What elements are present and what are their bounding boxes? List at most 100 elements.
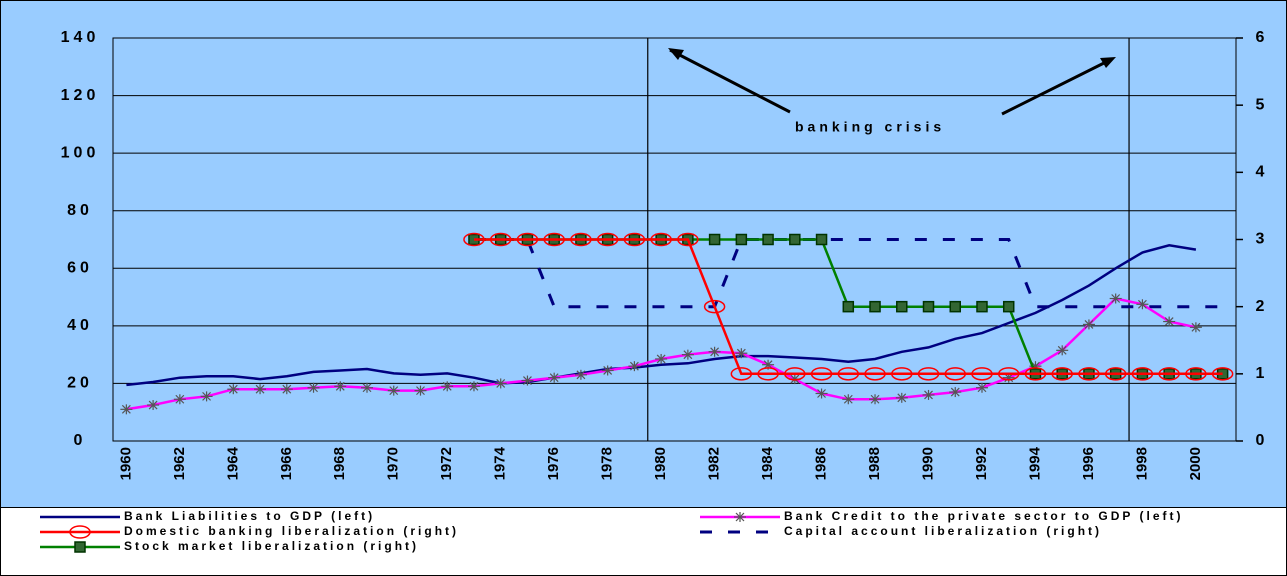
- marker: [842, 394, 855, 405]
- x-tick-label: 1970: [385, 447, 402, 480]
- marker: [917, 367, 940, 381]
- marker: [173, 394, 186, 405]
- y2-tick-label: 0: [1256, 432, 1269, 449]
- marker: [414, 385, 427, 396]
- marker: [976, 300, 988, 313]
- marker: [1078, 367, 1100, 381]
- marker: [494, 378, 507, 389]
- marker: [1131, 367, 1154, 381]
- marker: [361, 382, 374, 393]
- marker: [1056, 345, 1069, 356]
- marker: [74, 541, 86, 553]
- marker: [891, 367, 913, 381]
- y-tick-label: 0: [74, 432, 87, 449]
- marker: [200, 391, 213, 402]
- marker: [1109, 293, 1122, 304]
- marker: [869, 300, 881, 313]
- marker: [815, 388, 828, 399]
- marker: [570, 232, 592, 247]
- y2-tick-label: 5: [1256, 96, 1269, 113]
- y2-tick-label: 3: [1256, 231, 1269, 248]
- y2-tick-label: 2: [1256, 298, 1269, 315]
- x-tick-label: 1980: [652, 447, 669, 480]
- arrow-head: [668, 48, 684, 60]
- marker: [837, 367, 860, 381]
- marker: [842, 300, 855, 313]
- marker: [1163, 316, 1176, 327]
- y-tick-label: 60: [67, 260, 93, 277]
- marker: [1002, 300, 1015, 313]
- marker: [489, 232, 512, 247]
- arrow: [1001, 58, 1111, 116]
- x-tick-label: 1994: [1026, 446, 1043, 480]
- marker: [677, 232, 699, 247]
- marker: [971, 367, 993, 381]
- legend-label: Bank Liabilities to GDP (left): [124, 509, 375, 523]
- marker: [708, 233, 721, 246]
- marker: [227, 384, 240, 395]
- marker: [975, 382, 988, 393]
- y-tick-label: 80: [67, 202, 93, 219]
- marker: [815, 233, 828, 246]
- y2-tick-label: 6: [1256, 29, 1269, 46]
- x-tick-label: 1988: [866, 447, 883, 480]
- marker: [601, 365, 614, 376]
- marker: [735, 348, 748, 359]
- marker: [997, 367, 1020, 381]
- annotation: banking crisis: [795, 119, 945, 135]
- x-tick-label: 1984: [759, 446, 776, 480]
- marker: [789, 233, 801, 246]
- legend-label: Domestic banking liberalization (right): [124, 524, 459, 538]
- marker: [1051, 367, 1073, 381]
- marker: [1158, 367, 1180, 381]
- marker: [922, 389, 935, 400]
- x-tick-label: 1976: [545, 447, 562, 480]
- arrow: [669, 48, 791, 114]
- legend-label: Bank Credit to the private sector to GDP…: [784, 509, 1184, 523]
- y-tick-label: 20: [67, 375, 93, 392]
- marker: [1136, 299, 1149, 310]
- marker: [734, 512, 746, 522]
- series-line: [474, 238, 1223, 376]
- markers: [120, 293, 1202, 415]
- x-tick-label: 1966: [278, 447, 295, 480]
- marker: [869, 394, 882, 405]
- x-tick-label: 1992: [973, 447, 990, 480]
- marker: [280, 384, 293, 395]
- marker: [596, 232, 619, 247]
- marker: [628, 361, 641, 372]
- legend-label: Stock market liberalization (right): [124, 539, 419, 553]
- marker: [735, 233, 748, 246]
- marker: [922, 300, 935, 313]
- marker: [757, 367, 779, 381]
- marker: [69, 525, 91, 539]
- arrow-head: [1100, 57, 1116, 68]
- x-tick-label: 1960: [117, 447, 134, 480]
- marker: [1104, 367, 1127, 381]
- marker: [120, 404, 133, 415]
- marker: [147, 400, 160, 411]
- x-tick-label: 1986: [813, 447, 830, 480]
- x-tick-label: 1990: [919, 447, 936, 480]
- y2-tick-label: 4: [1256, 164, 1269, 181]
- x-tick-label: 1982: [706, 447, 723, 480]
- marker: [762, 233, 774, 246]
- marker: [463, 232, 485, 247]
- marker: [623, 232, 646, 247]
- x-tick-label: 1968: [331, 447, 348, 480]
- x-tick-label: 1962: [171, 447, 188, 480]
- marker: [307, 382, 320, 393]
- marker: [387, 385, 400, 396]
- x-tick-label: 1972: [438, 447, 455, 480]
- marker: [784, 367, 806, 381]
- marker: [1185, 367, 1207, 381]
- marker: [864, 367, 886, 381]
- marker: [1024, 367, 1047, 381]
- marker: [521, 375, 534, 386]
- marker: [1189, 322, 1202, 333]
- series-line: [126, 244, 1197, 387]
- marker: [516, 232, 539, 247]
- y-tick-label: 120: [61, 87, 100, 104]
- marker: [441, 381, 454, 392]
